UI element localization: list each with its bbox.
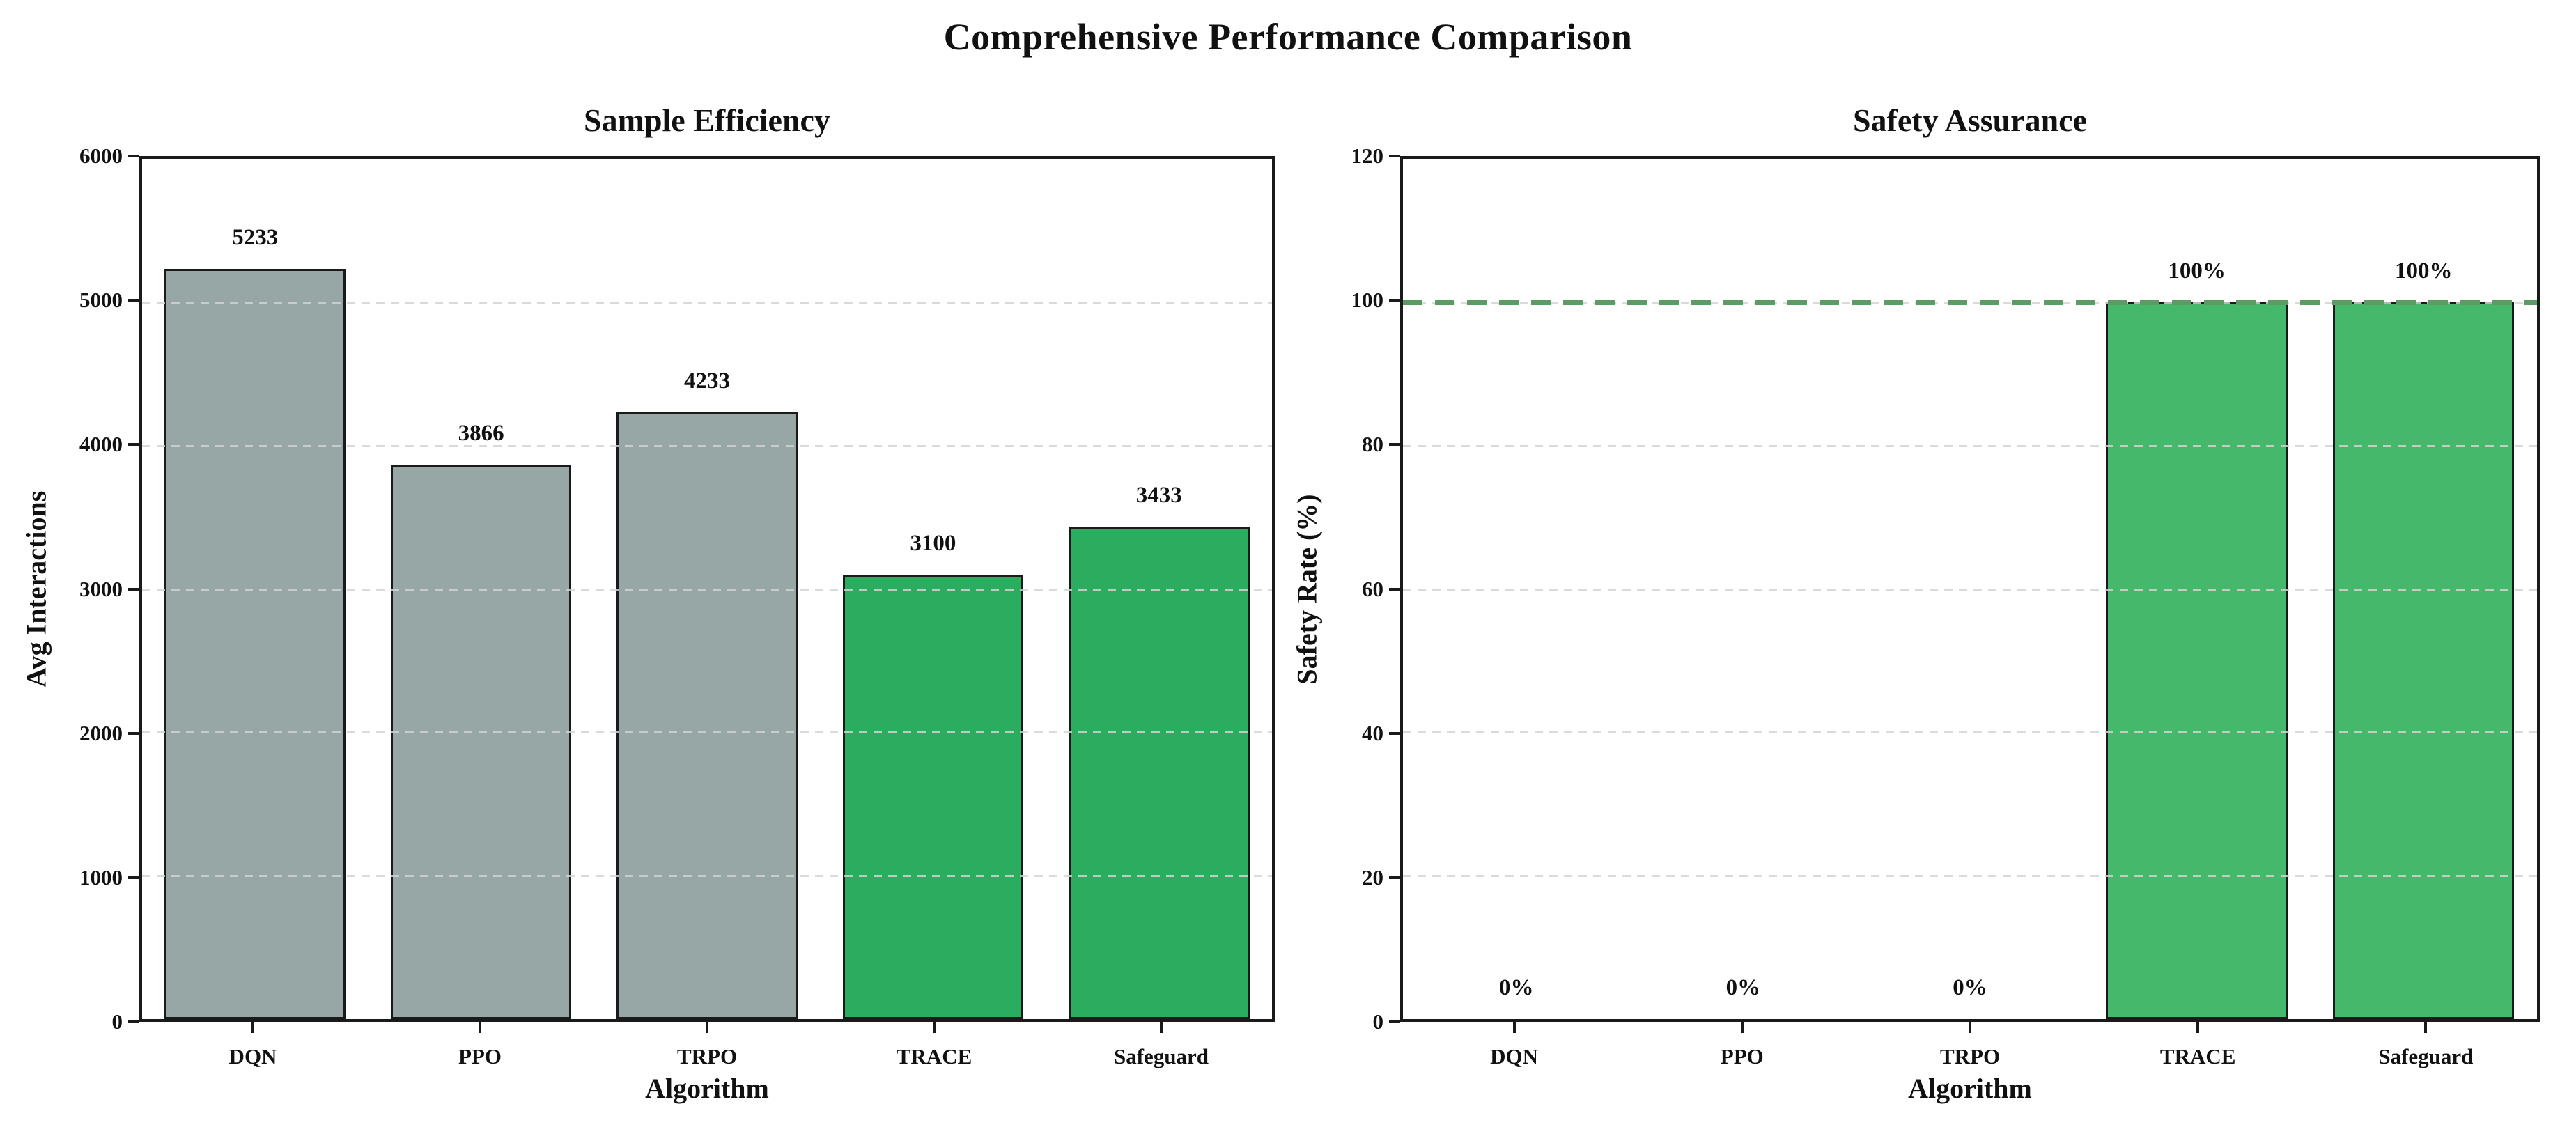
figure-title: Comprehensive Performance Comparison	[943, 16, 1633, 58]
y-tick-label: 20	[1362, 864, 1383, 889]
bar-trace	[842, 574, 1024, 1019]
x-tick-label-trace: TRACE	[2159, 1044, 2236, 1068]
grid-line	[142, 444, 1272, 447]
x-tick-label-trpo: TRPO	[676, 1044, 738, 1068]
x-tick-mark	[1740, 1022, 1744, 1033]
x-tick-mark	[479, 1022, 481, 1033]
x-tick-mark	[251, 1022, 254, 1033]
x-tick-mark	[1512, 1022, 1516, 1033]
y-tick-mark	[1389, 731, 1400, 735]
y-tick-label: 60	[1362, 576, 1383, 601]
grid-line	[1403, 444, 2537, 447]
y-tick-label: 2000	[79, 720, 123, 745]
y-tick-mark	[128, 731, 139, 735]
x-tick-mark	[1969, 1022, 1971, 1033]
chart-safety-assurance: Safety Assurance Safety Rate (%) Algorit…	[1291, 102, 2540, 1104]
grid-line	[1403, 731, 2537, 734]
bar-trace	[2106, 302, 2288, 1019]
bar-value-label: 3433	[1135, 483, 1182, 508]
bar-value-label: 0%	[1953, 975, 1987, 1000]
x-tick-label-trace: TRACE	[896, 1044, 972, 1068]
y-tick-mark	[1389, 587, 1400, 591]
plot-area: 0% 0% 0% 100% 100%	[1400, 156, 2540, 1022]
y-axis-label: Avg Interactions	[20, 490, 52, 687]
y-tick-mark	[1389, 299, 1400, 302]
y-tick-mark	[128, 587, 139, 591]
y-axis-label: Safety Rate (%)	[1291, 493, 1323, 685]
y-tick-mark	[128, 299, 139, 302]
bar-value-label: 5233	[232, 224, 279, 250]
y-tick-label: 40	[1362, 720, 1383, 745]
grid-line	[142, 875, 1272, 878]
x-tick-label-trpo: TRPO	[1939, 1044, 2001, 1068]
bar-ppo	[390, 465, 572, 1019]
y-tick-label: 100	[1351, 288, 1384, 313]
y-tick-label: 120	[1351, 143, 1384, 168]
y-tick-label: 5000	[79, 288, 123, 313]
y-tick-mark	[1389, 1020, 1400, 1023]
y-tick-label: 6000	[79, 143, 123, 168]
y-tick-mark	[128, 155, 139, 157]
bar-value-label: 3866	[458, 421, 504, 446]
grid-line	[142, 588, 1272, 591]
y-tick-label: 0	[1372, 1009, 1384, 1034]
grid-line	[142, 731, 1272, 734]
chart-title: Sample Efficiency	[584, 102, 830, 138]
bar-value-label: 100%	[2394, 258, 2453, 283]
x-tick-label-dqn: DQN	[228, 1044, 277, 1068]
x-tick-mark	[2196, 1022, 2200, 1033]
y-tick-mark	[128, 876, 139, 879]
grid-line	[1403, 875, 2537, 878]
grid-line	[1403, 588, 2537, 591]
chart-title: Safety Assurance	[1852, 102, 2088, 138]
bar-value-label: 0%	[1725, 975, 1761, 1000]
y-tick-label: 3000	[79, 576, 123, 601]
safety-threshold-line	[1403, 300, 2537, 305]
bar-safeguard	[2332, 302, 2515, 1019]
plot-area: 5233 3866 4233 3100 3433	[139, 156, 1275, 1022]
y-tick-label: 1000	[79, 864, 123, 889]
y-tick-mark	[1389, 155, 1400, 157]
y-tick-label: 4000	[79, 432, 123, 457]
y-tick-mark	[128, 443, 139, 446]
x-tick-mark	[706, 1022, 708, 1033]
bar-value-label: 0%	[1499, 975, 1534, 1000]
bar-value-label: 100%	[2168, 258, 2226, 283]
x-tick-label-safeguard: Safeguard	[2378, 1044, 2474, 1068]
grid-line	[142, 301, 1272, 304]
y-tick-mark	[1389, 876, 1400, 879]
y-tick-label: 80	[1362, 432, 1383, 457]
chart-sample-efficiency: Sample Efficiency Avg Interactions Algor…	[21, 102, 1275, 1104]
x-tick-label-ppo: PPO	[1720, 1044, 1764, 1068]
bar-trpo	[616, 412, 798, 1019]
y-tick-label: 0	[111, 1009, 123, 1034]
bar-value-label: 4233	[684, 368, 730, 394]
x-tick-mark	[2424, 1022, 2428, 1033]
x-tick-mark	[933, 1022, 936, 1033]
x-tick-label-safeguard: Safeguard	[1113, 1044, 1209, 1068]
x-tick-label-dqn: DQN	[1490, 1044, 1539, 1068]
bar-safeguard	[1069, 527, 1250, 1019]
y-tick-mark	[1389, 443, 1400, 446]
y-tick-mark	[128, 1020, 139, 1023]
x-tick-mark	[1160, 1022, 1163, 1033]
x-axis-label: Algorithm	[645, 1073, 769, 1104]
x-axis-label: Algorithm	[1908, 1073, 2032, 1104]
x-tick-label-ppo: PPO	[458, 1044, 502, 1068]
bar-dqn	[164, 268, 346, 1019]
bar-value-label: 3100	[910, 530, 956, 556]
